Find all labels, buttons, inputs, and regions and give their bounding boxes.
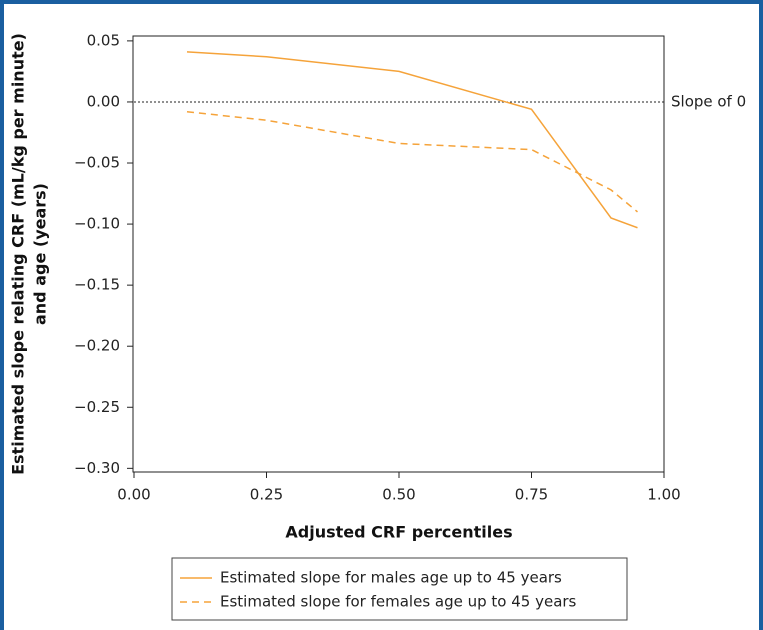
y-tick-label: −0.10	[74, 215, 120, 233]
y-tick-label: −0.30	[74, 459, 120, 477]
y-axis-label: and age (years)	[31, 183, 50, 325]
series-line	[186, 110, 638, 213]
x-tick-label: 0.00	[117, 486, 150, 504]
series-line	[186, 51, 638, 229]
y-axis-label: Estimated slope relating CRF (mL/kg per …	[9, 33, 28, 475]
legend-label: Estimated slope for females age up to 45…	[220, 593, 577, 611]
reference-label: Slope of 0	[671, 92, 746, 110]
y-tick-label: −0.15	[74, 276, 120, 294]
y-tick-label: −0.05	[74, 154, 120, 172]
y-tick-label: 0.05	[87, 31, 120, 49]
plot-area	[132, 35, 665, 473]
y-tick-label: −0.20	[74, 337, 120, 355]
legend	[171, 557, 628, 621]
x-axis-label: Adjusted CRF percentiles	[285, 523, 512, 542]
x-tick-label: 1.00	[647, 486, 680, 504]
x-tick-label: 0.50	[382, 486, 415, 504]
y-tick-label: 0.00	[87, 92, 120, 110]
x-tick-label: 0.75	[515, 486, 548, 504]
legend-label: Estimated slope for males age up to 45 y…	[220, 569, 562, 587]
x-tick-label: 0.25	[250, 486, 283, 504]
y-tick-label: −0.25	[74, 398, 120, 416]
